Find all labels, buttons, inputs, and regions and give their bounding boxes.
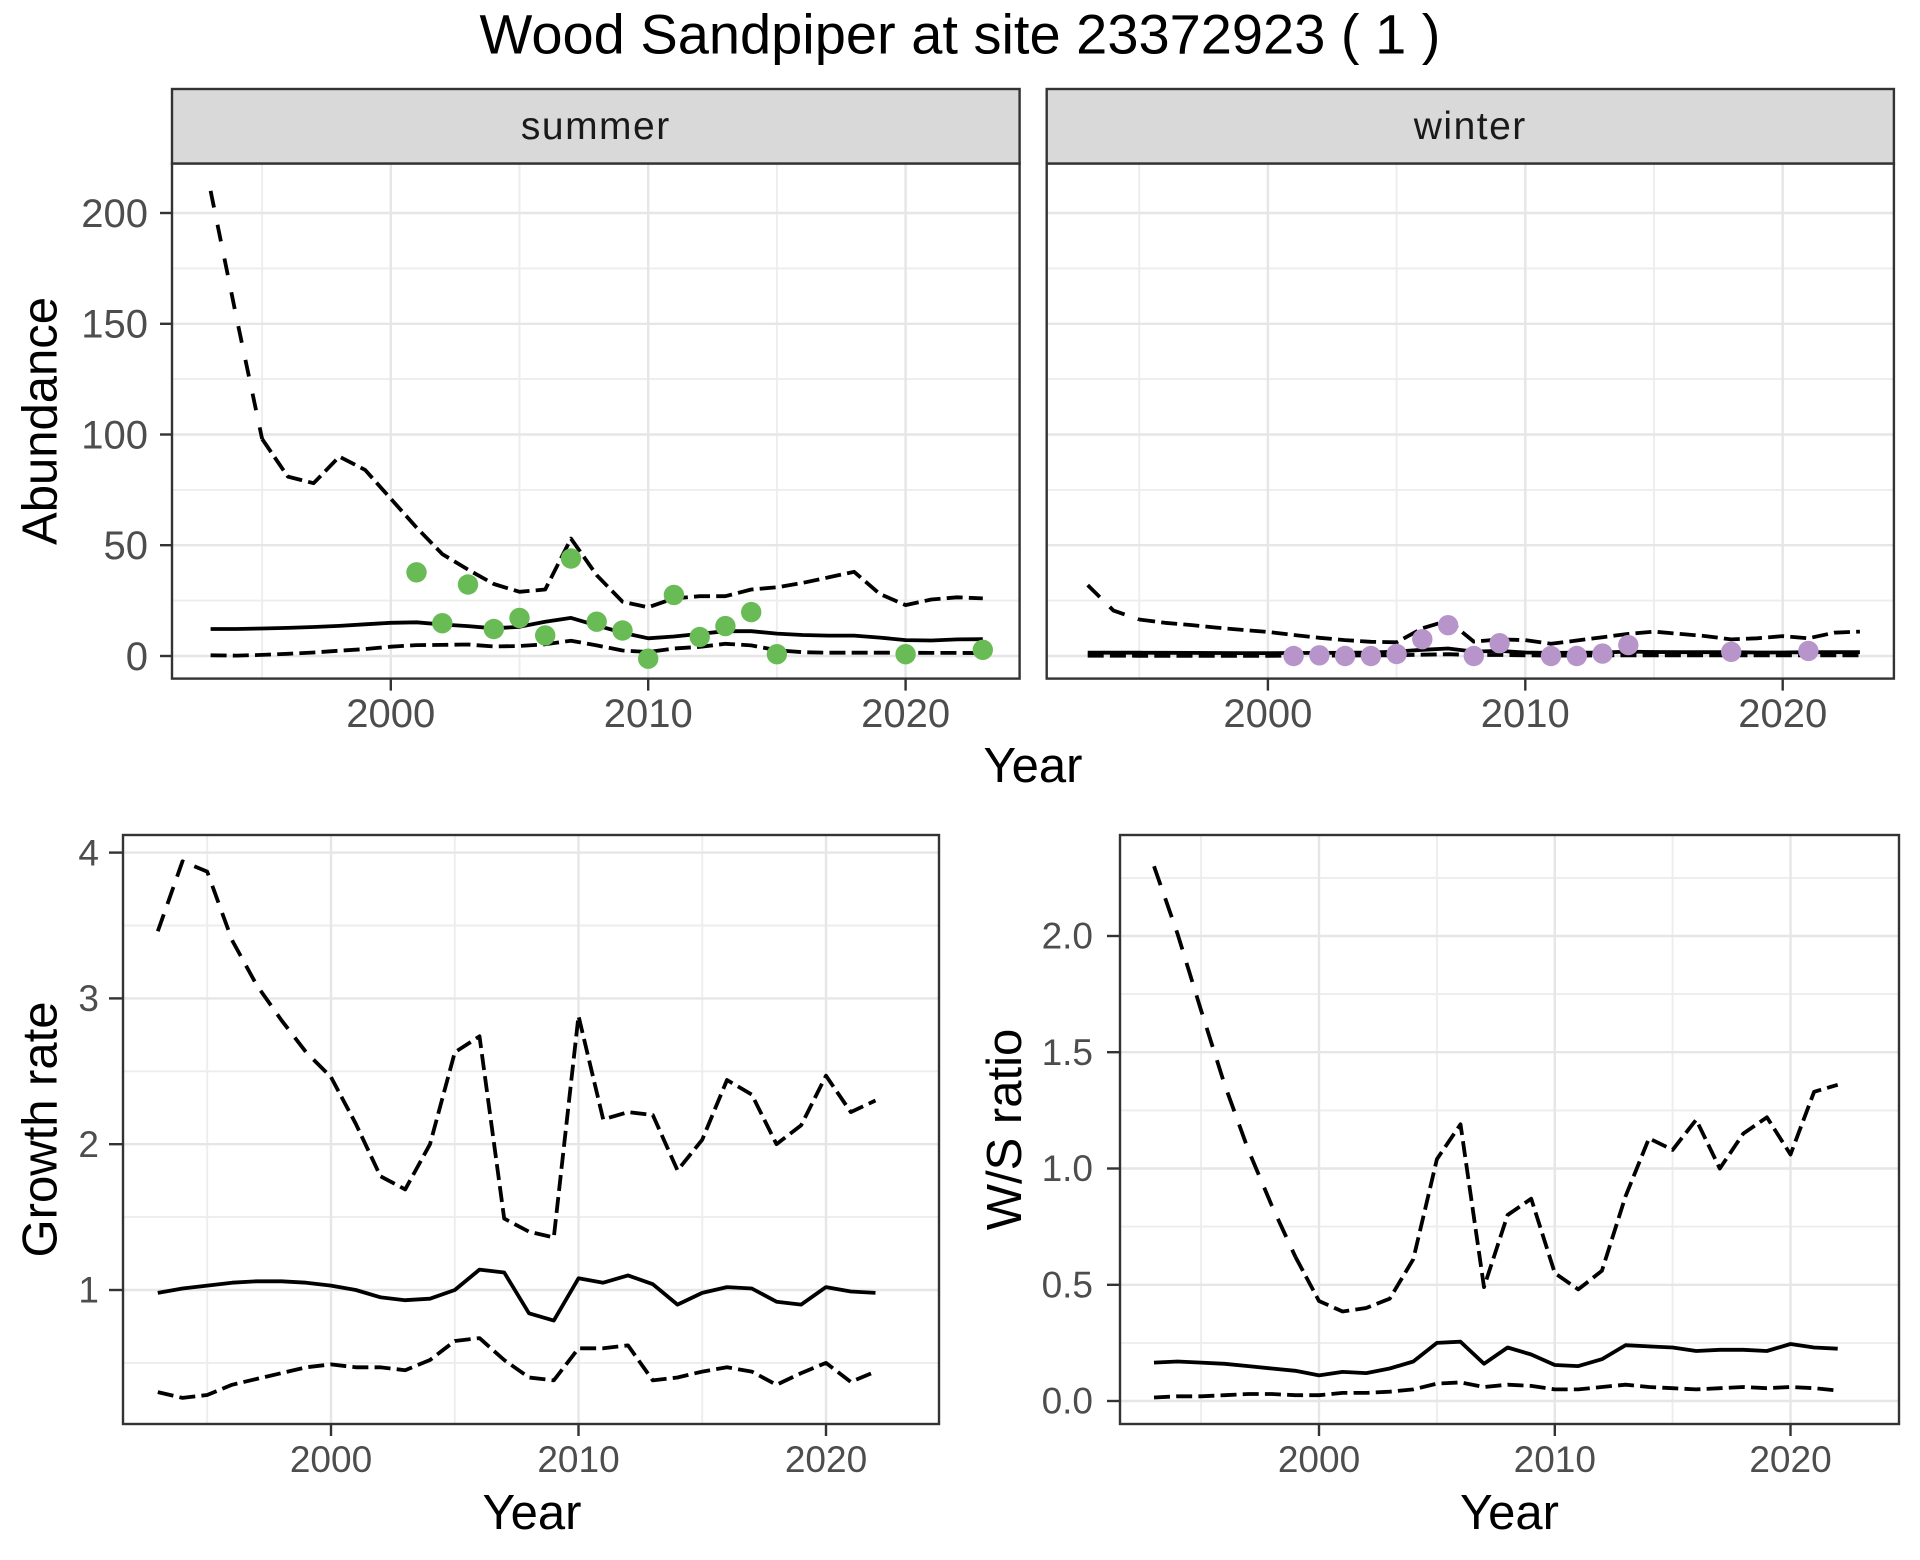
svg-text:4: 4	[78, 832, 99, 873]
svg-text:summer: summer	[521, 105, 671, 148]
svg-text:2.0: 2.0	[1042, 916, 1093, 957]
svg-text:1.0: 1.0	[1042, 1148, 1093, 1189]
svg-text:3: 3	[78, 978, 99, 1019]
svg-text:Growth rate: Growth rate	[14, 1002, 68, 1258]
svg-text:Year: Year	[1460, 1486, 1559, 1540]
svg-text:150: 150	[81, 303, 148, 347]
svg-text:100: 100	[81, 413, 148, 457]
svg-text:2010: 2010	[537, 1439, 619, 1480]
svg-text:200: 200	[81, 192, 148, 236]
svg-text:Year: Year	[983, 739, 1082, 793]
svg-text:1: 1	[78, 1270, 99, 1311]
svg-text:2010: 2010	[1514, 1439, 1596, 1480]
svg-text:2000: 2000	[346, 692, 435, 736]
svg-text:2000: 2000	[1223, 692, 1312, 736]
svg-text:0.5: 0.5	[1042, 1265, 1093, 1306]
svg-text:2020: 2020	[1738, 692, 1827, 736]
svg-text:2010: 2010	[1481, 692, 1570, 736]
svg-text:50: 50	[104, 524, 149, 568]
svg-text:2000: 2000	[290, 1439, 372, 1480]
svg-text:2010: 2010	[604, 692, 693, 736]
svg-text:2020: 2020	[785, 1439, 867, 1480]
svg-text:2: 2	[78, 1124, 99, 1165]
svg-text:Year: Year	[482, 1486, 581, 1540]
svg-text:2020: 2020	[1749, 1439, 1831, 1480]
svg-text:1.5: 1.5	[1042, 1032, 1093, 1073]
svg-text:Abundance: Abundance	[14, 297, 68, 545]
svg-text:W/S ratio: W/S ratio	[978, 1029, 1032, 1230]
svg-text:0.0: 0.0	[1042, 1381, 1093, 1422]
svg-text:0: 0	[126, 635, 148, 679]
svg-text:winter: winter	[1413, 105, 1527, 148]
svg-text:2000: 2000	[1278, 1439, 1360, 1480]
svg-text:2020: 2020	[861, 692, 950, 736]
svg-text:Wood Sandpiper at site 2337292: Wood Sandpiper at site 23372923 ( 1 )	[480, 3, 1441, 66]
